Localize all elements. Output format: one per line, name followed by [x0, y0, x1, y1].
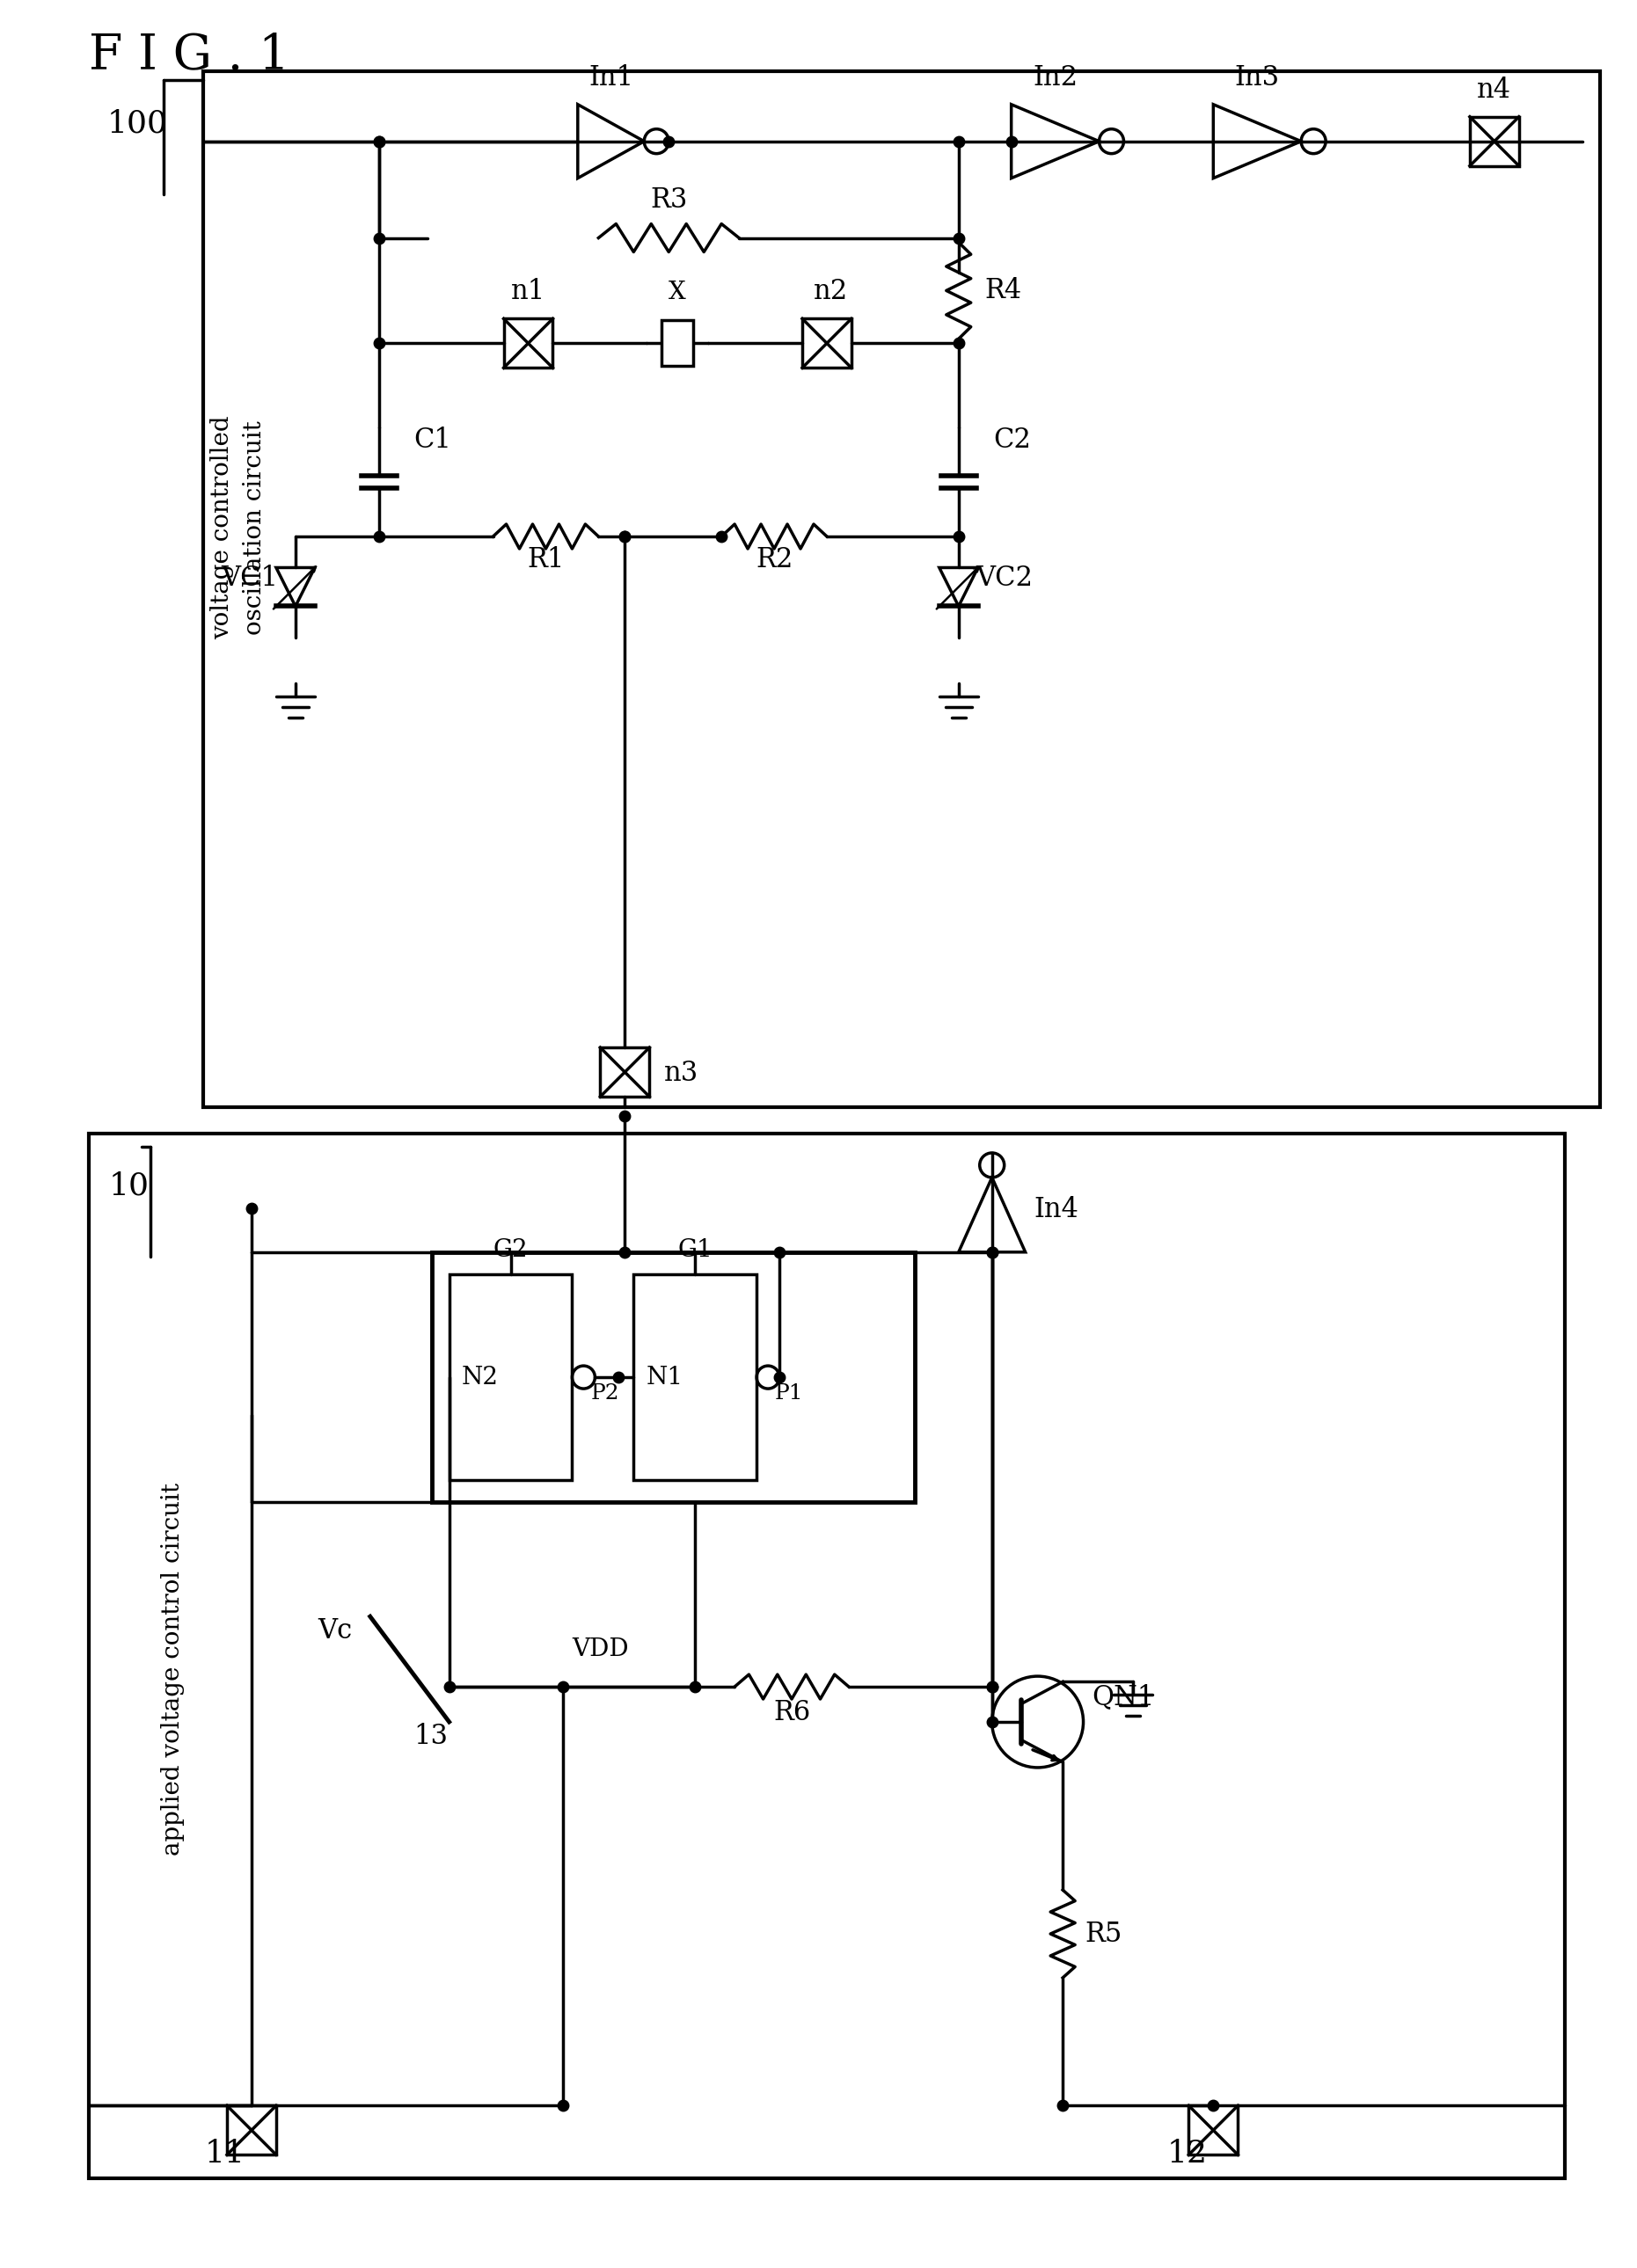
- Text: VDD: VDD: [571, 1637, 629, 1660]
- Text: 12: 12: [1167, 2139, 1206, 2168]
- Text: In3: In3: [1234, 64, 1280, 91]
- Text: In2: In2: [1033, 64, 1077, 91]
- Text: R3: R3: [650, 186, 688, 213]
- Bar: [88, 1134, 1565, 2180]
- Text: VC1: VC1: [221, 565, 278, 592]
- Bar: [1470, 116, 1519, 166]
- Text: voltage controlled
oscillation circuit: voltage controlled oscillation circuit: [210, 415, 267, 640]
- Text: R5: R5: [1085, 1921, 1121, 1948]
- Text: R2: R2: [756, 547, 792, 574]
- Text: n1: n1: [511, 279, 545, 306]
- Text: n3: n3: [665, 1059, 699, 1086]
- Text: 11: 11: [205, 2139, 246, 2168]
- Text: n4: n4: [1477, 77, 1511, 104]
- Text: G1: G1: [678, 1238, 712, 1261]
- Text: 10: 10: [108, 1170, 149, 1202]
- Bar: [228, 2105, 277, 2155]
- Bar: [661, 320, 694, 365]
- Bar: [601, 1048, 650, 1098]
- Text: In1: In1: [588, 64, 634, 91]
- Text: X: X: [670, 281, 686, 304]
- Text: 100: 100: [106, 109, 167, 138]
- Text: C1: C1: [414, 426, 452, 454]
- Text: 13: 13: [414, 1724, 449, 1751]
- Text: N2: N2: [462, 1365, 498, 1388]
- Text: F I G . 1: F I G . 1: [88, 32, 290, 79]
- Text: R6: R6: [773, 1699, 810, 1726]
- Text: R1: R1: [527, 547, 565, 574]
- Bar: [802, 320, 851, 367]
- Bar: [203, 70, 1599, 1107]
- Text: G2: G2: [493, 1238, 529, 1261]
- Text: VC2: VC2: [976, 565, 1033, 592]
- Bar: [432, 1252, 915, 1501]
- Bar: [1188, 2105, 1238, 2155]
- Text: Vc: Vc: [318, 1617, 352, 1644]
- Bar: [504, 320, 553, 367]
- Text: QN1: QN1: [1092, 1683, 1154, 1710]
- Text: n2: n2: [814, 279, 848, 306]
- Text: In4: In4: [1035, 1195, 1079, 1222]
- Text: P1: P1: [774, 1383, 804, 1404]
- Text: applied voltage control circuit: applied voltage control circuit: [160, 1483, 185, 1855]
- Text: N1: N1: [647, 1365, 683, 1388]
- Bar: [634, 1275, 756, 1481]
- Text: C2: C2: [994, 426, 1031, 454]
- Bar: [449, 1275, 571, 1481]
- Text: P2: P2: [591, 1383, 619, 1404]
- Text: R4: R4: [985, 277, 1021, 304]
